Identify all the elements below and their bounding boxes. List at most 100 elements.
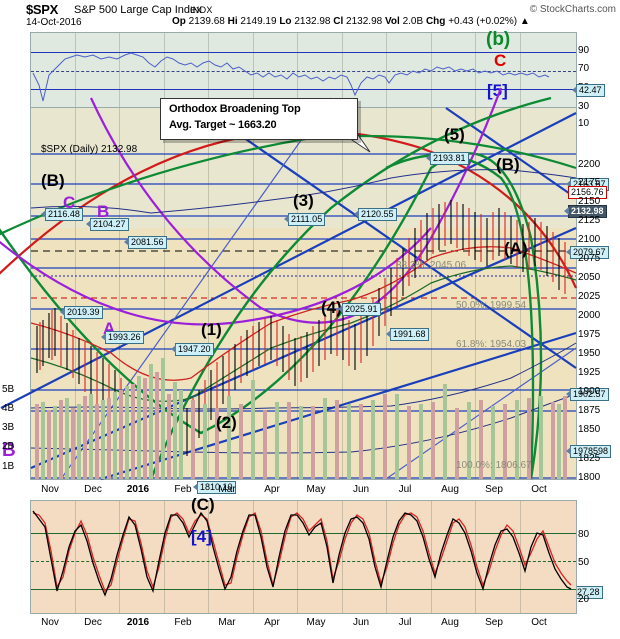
price-tick-1925: 1925	[578, 367, 601, 378]
xlabel-oct-sto: Oct	[531, 617, 547, 628]
quote-date: 14-Oct-2016	[26, 17, 82, 28]
price-flag-1810: 1810.10	[193, 481, 236, 494]
xlabel-feb-price: Feb	[174, 484, 192, 495]
price-flag-2120: 2120.55	[354, 208, 397, 221]
xlabel-apr-price: Apr	[264, 484, 280, 495]
rsi-line	[32, 52, 550, 102]
annotation-B-black-right: (B)	[496, 155, 520, 174]
price-tick-2175: 2175	[578, 177, 601, 188]
high-label: Hi	[227, 16, 238, 27]
change-arrow-icon: ▲	[519, 16, 530, 27]
price-tick-2025: 2025	[578, 291, 601, 302]
volume-tick-5b: 5B	[2, 384, 15, 395]
price-tick-1825: 1825	[578, 453, 601, 464]
annotation-B-purple-low: B	[2, 440, 16, 461]
open-label: Op	[172, 16, 186, 27]
xlabel-dec-sto: Dec	[84, 617, 102, 628]
price-tick-1975: 1975	[578, 329, 601, 340]
xlabel-mar-price: Mar	[218, 484, 236, 495]
xlabel-apr-sto: Apr	[264, 617, 280, 628]
exchange-label: INDX	[190, 5, 213, 15]
price-tick-2125: 2125	[578, 215, 601, 226]
xlabel-2016-price: 2016	[126, 484, 150, 495]
callout-line-2: Avg. Target ~ 1663.20	[169, 119, 277, 131]
price-flag-2019: 2019.39	[60, 306, 103, 319]
price-tick-2050: 2050	[578, 272, 601, 283]
sto-tick-20: 20	[578, 594, 590, 605]
chart-header: $SPX S&P 500 Large Cap Index INDX © Stoc…	[0, 0, 620, 32]
sto-tick-80: 80	[578, 529, 590, 540]
price-flag-1902: 1902.57	[566, 388, 609, 401]
annotation-wave-3: (3)	[293, 191, 314, 210]
annotation-wave-2: (2)	[216, 413, 237, 432]
low-value: 2132.98	[294, 16, 331, 27]
rsi-tick-70: 70	[578, 63, 590, 74]
price-tick-2200: 2200	[578, 159, 601, 170]
price-tick-1800: 1800	[578, 472, 601, 483]
xlabel-may-price: May	[306, 484, 326, 495]
open-value: 2139.68	[188, 16, 225, 27]
annotation-B-black-left: (B)	[41, 171, 65, 190]
price-panel[interactable]: $SPX (Daily) 2132.98 (5) (B) (B) (A) (1)…	[0, 87, 578, 481]
callout-line-1: Orthodox Broadening Top	[169, 103, 301, 115]
stockcharts-brand: © StockCharts.com	[529, 4, 616, 15]
price-flag-2081: 2081.56	[124, 236, 167, 249]
xlabel-sep-price: Sep	[485, 484, 503, 495]
rsi-panel[interactable]: (b) C [5]	[30, 29, 577, 109]
price-flag-2116: 2116.48	[41, 208, 83, 221]
rsi-tick-10: 10	[578, 118, 590, 129]
volume-tick-4b: 4B	[2, 403, 15, 414]
annotation-B-purple: B	[97, 202, 110, 221]
rsi-midline	[31, 71, 576, 72]
volume-tick-2b: 2B	[2, 441, 15, 452]
sto-overbought-line	[31, 533, 576, 534]
xlabel-dec-price: Dec	[84, 484, 102, 495]
xlabel-feb-sto: Feb	[174, 617, 192, 628]
xlabel-aug-sto: Aug	[441, 617, 459, 628]
high-value: 2149.19	[240, 16, 277, 27]
ohlc-quote-bar: Op 2139.68 Hi 2149.19 Lo 2132.98 Cl 2132…	[172, 16, 530, 27]
xlabel-oct-price: Oct	[531, 484, 547, 495]
price-tick-2000: 2000	[578, 310, 601, 321]
low-label: Lo	[279, 16, 292, 27]
xlabel-mar-sto: Mar	[218, 617, 236, 628]
xlabel-2016-sto: 2016	[126, 617, 150, 628]
sto-tick-50: 50	[578, 557, 590, 568]
change-value: +0.43 (+0.02%)	[448, 16, 518, 27]
volume-tick-3b: 3B	[2, 422, 15, 433]
annotation-wave-4: (4)	[321, 298, 342, 317]
stochastic-lines	[32, 510, 572, 597]
price-flag-2193: 2193.81	[426, 152, 469, 165]
xlabel-may-sto: May	[306, 617, 326, 628]
annotation-A-black: (A)	[504, 239, 528, 258]
xlabel-jul-price: Jul	[398, 484, 412, 495]
change-label: Chg	[425, 16, 446, 27]
price-flag-1991: 1991.68	[386, 328, 429, 341]
annotation-C-purple: C	[63, 193, 76, 212]
volume-tick-1b: 1B	[2, 461, 15, 472]
close-label: Cl	[333, 16, 344, 27]
annotation-wave-1: (1)	[201, 320, 222, 339]
annotation-5-blue: [5]	[487, 81, 508, 100]
annotation-4-blue-sto: [4]	[191, 527, 212, 546]
price-tick-2075: 2075	[578, 253, 601, 264]
xlabel-jun-price: Jun	[352, 484, 370, 495]
price-flag-1993: 1993.26	[101, 331, 144, 344]
rsi-tick-90: 90	[578, 45, 590, 56]
symbol-name: S&P 500 Large Cap Index	[74, 4, 202, 16]
fib-618-label: 61.8%: 1954.03	[456, 339, 527, 350]
price-flag-2079: 2079.67	[566, 246, 609, 259]
fib-500-label: 50.0%: 1999.54	[456, 300, 527, 311]
rsi-oversold-line	[31, 89, 576, 90]
xlabel-sep-sto: Sep	[485, 617, 503, 628]
xlabel-jun-sto: Jun	[352, 617, 370, 628]
stochastic-panel[interactable]: (C) [4]	[30, 495, 577, 614]
sto-oversold-line	[31, 589, 576, 590]
price-flag-1947: 1947.20	[171, 343, 214, 356]
price-flag-2025: 2025.91	[338, 303, 381, 316]
price-tick-1950: 1950	[578, 348, 601, 359]
price-tick-1875: 1875	[578, 405, 601, 416]
pattern-callout-box[interactable]: Orthodox Broadening Top Avg. Target ~ 16…	[160, 98, 358, 140]
annotation-5-black: (5)	[444, 125, 465, 144]
last-price-flag: 2132.98	[564, 205, 607, 218]
